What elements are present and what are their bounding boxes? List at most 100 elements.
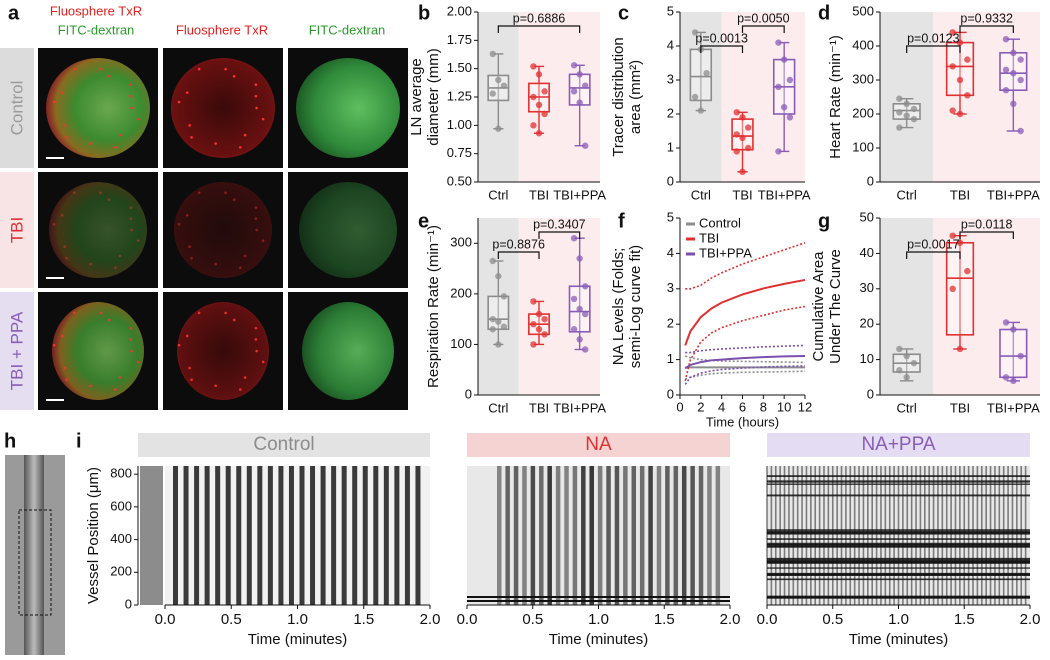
data-point [570, 88, 578, 95]
legend-label: TBI+PPA [699, 245, 752, 260]
data-point [1010, 377, 1017, 385]
speck [177, 222, 181, 226]
data-point [956, 239, 964, 246]
y-tick-label: 4 [667, 37, 674, 52]
data-point [576, 99, 583, 106]
data-point [896, 345, 903, 353]
data-point [541, 315, 548, 323]
p-value: p=0.9332 [960, 11, 1013, 25]
significance-bracket [741, 25, 785, 33]
speck [238, 266, 242, 270]
y-tick-label: 20 [860, 316, 874, 331]
contraction-stripe [373, 466, 379, 605]
y-tick-label: 1.00 [447, 117, 472, 132]
data-point [582, 346, 589, 353]
contraction-stripe [236, 466, 242, 605]
data-point [570, 295, 578, 303]
data-point [903, 374, 910, 381]
y-axis-label: Heart Rate (min⁻¹) [827, 35, 844, 159]
data-point [576, 71, 583, 78]
significance-bracket [497, 25, 581, 33]
row-label: TBI + PPA [7, 311, 26, 390]
speck [60, 334, 64, 338]
y-tick-label: 200 [450, 285, 472, 300]
x-tick-label: 8 [760, 399, 767, 414]
y-tick-label: 5 [667, 209, 674, 224]
treated-shade [933, 12, 1040, 182]
y-axis-label: Vessel Position (μm) [85, 467, 102, 604]
data-point [956, 39, 964, 46]
panel-letter: i [76, 430, 82, 452]
contraction-stripe [639, 466, 645, 605]
x-tick-label: TBI+PPA [987, 187, 1040, 202]
contraction-stripe [257, 466, 263, 605]
x-tick-label: 2.0 [420, 611, 441, 628]
y-tick-label: 0 [667, 386, 674, 401]
data-point [1017, 352, 1024, 360]
contraction-stripe [225, 466, 231, 605]
confidence-line [685, 344, 806, 354]
significance-bracket [906, 45, 961, 53]
data-point [780, 56, 788, 63]
contraction-stripe [522, 466, 527, 605]
y-tick-label: 200 [852, 105, 874, 120]
speck [65, 136, 68, 139]
y-tick-label: 0 [867, 173, 874, 188]
x-tick-label: 1.0 [588, 611, 609, 628]
data-point [535, 310, 543, 318]
row-band [0, 172, 34, 288]
data-point [1002, 87, 1010, 94]
x-tick-label: 0.0 [155, 611, 176, 628]
y-axis-label: area (mm²) [627, 60, 644, 134]
data-point [1017, 56, 1024, 63]
speck [188, 245, 191, 248]
contraction-stripe [681, 466, 687, 605]
speck [60, 213, 64, 217]
confidence-line [684, 370, 806, 380]
y-tick-label: 1 [667, 351, 674, 366]
speck [113, 266, 117, 270]
y-axis-label: LN average [408, 58, 425, 136]
x-tick-label: 6 [739, 399, 746, 414]
data-point [489, 315, 496, 323]
data-point [1010, 70, 1017, 77]
x-axis-label: Time (hours) [706, 414, 779, 429]
significance-bracket [538, 231, 581, 239]
speck [232, 75, 236, 78]
data-point [541, 88, 548, 95]
data-point [956, 345, 964, 353]
data-point [786, 76, 794, 84]
confidence-line [684, 365, 806, 385]
vessel [24, 455, 44, 655]
speck [224, 67, 227, 71]
data-point [530, 63, 537, 70]
y-axis-label: Under The Curve [827, 249, 844, 364]
y-tick-label: 400 [110, 531, 132, 546]
contraction-stripe [555, 466, 561, 605]
y-tick-label: 5 [667, 3, 674, 18]
contraction-stripe [215, 466, 221, 605]
data-point [896, 367, 903, 374]
speck [52, 222, 56, 226]
speck [232, 318, 236, 322]
contraction-stripe [352, 466, 358, 605]
speck [118, 376, 122, 379]
speck [197, 311, 201, 315]
data-point [570, 62, 578, 69]
speck [197, 191, 201, 194]
y-tick-label: 300 [450, 235, 472, 250]
data-point [745, 124, 752, 131]
speck [190, 136, 193, 139]
title-banner [467, 433, 730, 457]
data-point [582, 283, 589, 290]
data-point [1010, 100, 1017, 108]
y-tick-label: 1.25 [447, 88, 472, 103]
data-point [896, 95, 903, 102]
speck [238, 146, 242, 149]
kymograph-pattern [467, 466, 730, 605]
data-point [775, 39, 782, 46]
contraction-stripe [690, 466, 695, 605]
speck [129, 206, 133, 209]
speck [136, 360, 140, 364]
x-tick-label: 0.0 [457, 611, 478, 628]
